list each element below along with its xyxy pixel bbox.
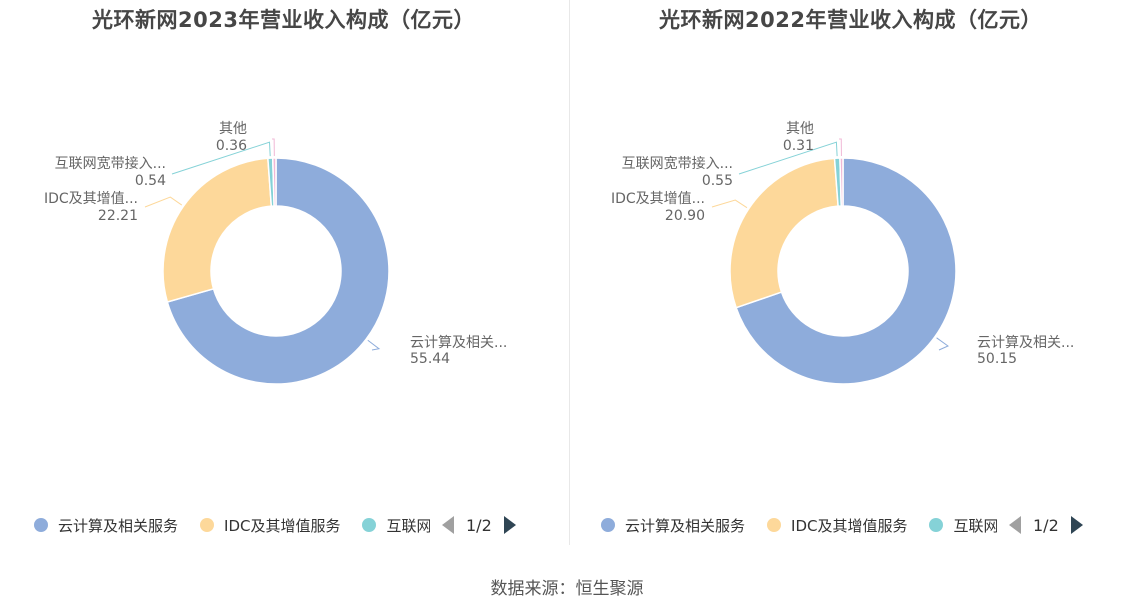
slice-value-1: 20.90	[665, 208, 705, 224]
leader-line-0	[367, 339, 381, 351]
legend-label: 互联网宽带接入服务	[386, 516, 430, 535]
legend-pager: 1/2	[1009, 516, 1083, 535]
data-source-note: 数据来源：恒生聚源	[490, 579, 644, 599]
legend-items: 云计算及相关服务 IDC及其增值服务 互联网宽带接入服务	[597, 515, 997, 536]
legend-label: 云计算及相关服务	[58, 516, 179, 535]
leader-line-2	[738, 141, 838, 175]
legend-dot	[601, 518, 615, 532]
next-page-icon[interactable]	[1070, 516, 1083, 534]
slice-label-0: 云计算及相关...	[977, 335, 1074, 351]
slice-value-2: 0.55	[702, 173, 733, 189]
slice-0[interactable]	[735, 157, 957, 385]
chart-panel-2023: 光环新网2023年营业收入构成（亿元） 云计算及相关... 55.44 IDC及其增…	[0, 0, 567, 560]
legend-label: 互联网宽带接入服务	[953, 516, 997, 535]
panel-divider	[569, 0, 570, 545]
legend: 云计算及相关服务 IDC及其增值服务 互联网宽带接入服务 1/2	[30, 510, 530, 540]
prev-page-icon[interactable]	[1009, 516, 1021, 534]
slice-0[interactable]	[166, 157, 390, 385]
donut-chart: 云计算及相关...55.44IDC及其增值...22.21互联网宽带接入...0…	[44, 121, 507, 385]
slice-value-0: 55.44	[410, 351, 450, 367]
legend-dot	[929, 518, 944, 532]
chart-title: 光环新网2022年营业收入构成（亿元）	[659, 8, 1042, 32]
slice-1[interactable]	[729, 157, 839, 309]
slice-label-1: IDC及其增值...	[44, 191, 138, 207]
legend-item-idc[interactable]: IDC及其增值服务	[763, 515, 907, 536]
legend-page-indicator: 1/2	[1033, 515, 1059, 535]
legend-item-broadband[interactable]: 互联网宽带接入服务	[925, 515, 997, 536]
chart-title: 光环新网2023年营业收入构成（亿元）	[92, 8, 475, 32]
leader-line-3	[272, 138, 275, 157]
legend-label: IDC及其增值服务	[791, 516, 908, 535]
legend: 云计算及相关服务 IDC及其增值服务 互联网宽带接入服务 1/2	[597, 510, 1097, 540]
slice-3[interactable]	[271, 157, 277, 207]
next-page-icon[interactable]	[503, 516, 516, 534]
slice-value-0: 50.15	[977, 351, 1017, 367]
legend-dot	[767, 518, 782, 532]
legend-item-cloud[interactable]: 云计算及相关服务	[597, 515, 745, 536]
slice-label-3: 其他	[219, 121, 247, 137]
legend-item-broadband[interactable]: 互联网宽带接入服务	[358, 515, 430, 536]
slice-value-3: 0.36	[216, 138, 247, 154]
legend-dot	[34, 518, 48, 532]
leader-line-1	[711, 199, 748, 209]
legend-dot	[200, 518, 215, 532]
legend-label: IDC及其增值服务	[224, 516, 341, 535]
slice-1[interactable]	[162, 157, 273, 303]
slice-value-3: 0.31	[783, 138, 814, 154]
legend-item-cloud[interactable]: 云计算及相关服务	[30, 515, 178, 536]
legend-page-indicator: 1/2	[466, 515, 492, 535]
legend-item-idc[interactable]: IDC及其增值服务	[196, 515, 340, 536]
prev-page-icon[interactable]	[442, 516, 454, 534]
legend-dot	[362, 518, 377, 532]
slice-label-0: 云计算及相关...	[410, 335, 507, 351]
slice-label-2: 互联网宽带接入...	[55, 155, 166, 172]
slice-value-1: 22.21	[98, 208, 138, 224]
donut-chart: 云计算及相关...50.15IDC及其增值...20.90互联网宽带接入...0…	[611, 121, 1074, 385]
legend-pager: 1/2	[442, 516, 516, 535]
leader-line-3	[839, 138, 842, 157]
slice-label-2: 互联网宽带接入...	[622, 155, 733, 172]
slice-value-2: 0.54	[135, 173, 166, 189]
slice-3[interactable]	[839, 157, 844, 207]
leader-line-1	[144, 196, 183, 208]
legend-items: 云计算及相关服务 IDC及其增值服务 互联网宽带接入服务	[30, 515, 430, 536]
leader-line-0	[936, 337, 949, 351]
slice-label-3: 其他	[786, 121, 814, 137]
leader-line-2	[171, 141, 271, 175]
legend-label: 云计算及相关服务	[625, 516, 746, 535]
chart-panel-2022: 光环新网2022年营业收入构成（亿元） 云计算及相关... 50.15 IDC及其增…	[567, 0, 1134, 560]
slice-label-1: IDC及其增值...	[611, 191, 705, 207]
